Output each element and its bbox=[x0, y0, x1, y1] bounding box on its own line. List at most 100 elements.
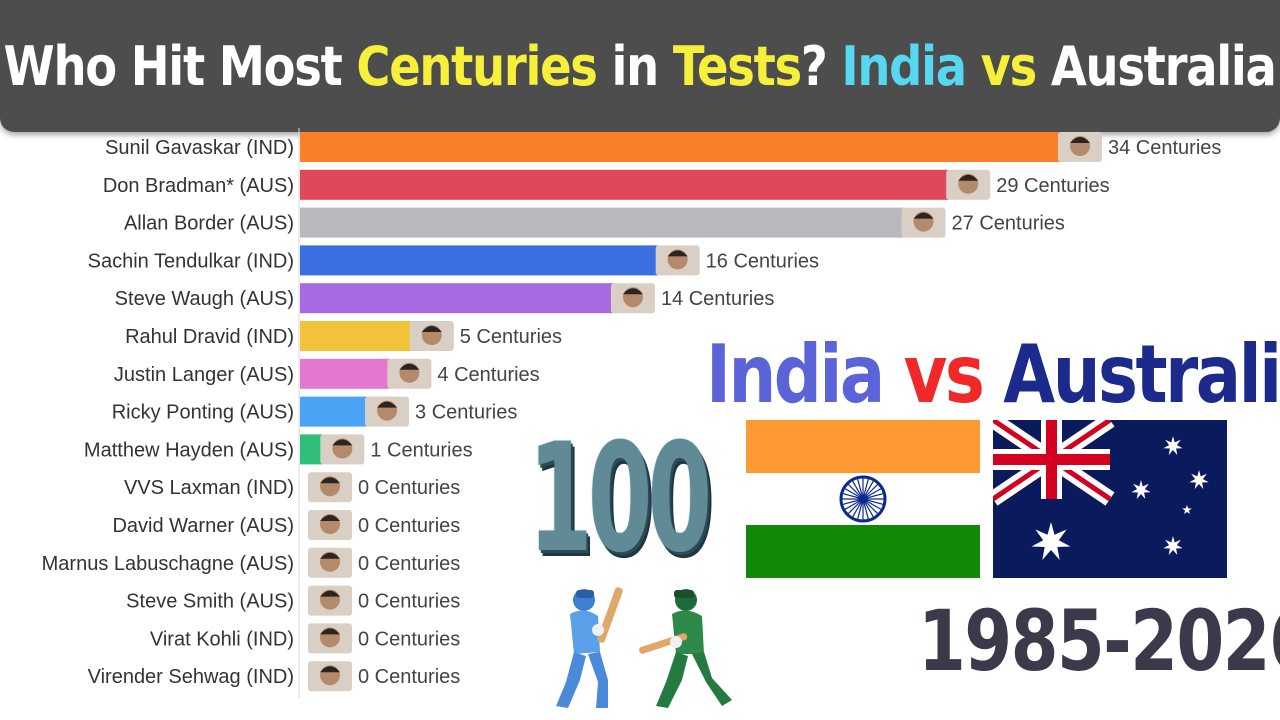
year-range: 1985-2026 bbox=[918, 592, 1280, 690]
value-label: 0 Centuries bbox=[358, 477, 460, 499]
player-hair-icon bbox=[1070, 137, 1090, 143]
player-hair-icon bbox=[913, 212, 934, 219]
category-label: Virender Sehwag (IND) bbox=[88, 666, 294, 688]
chakra-spoke bbox=[862, 498, 882, 511]
value-label: 4 Centuries bbox=[437, 364, 539, 386]
flag-star-icon bbox=[1131, 480, 1151, 499]
player-hair-icon bbox=[421, 326, 442, 332]
bar bbox=[300, 358, 390, 389]
title-bar: Who Hit Most Centuries in Tests? India v… bbox=[0, 0, 1280, 132]
category-label: Rahul Dravid (IND) bbox=[125, 326, 294, 348]
title-part-2: Centuries bbox=[356, 34, 599, 98]
chakra-spoke bbox=[862, 498, 879, 515]
chakra-spoke bbox=[862, 498, 884, 506]
player-hair-icon bbox=[377, 401, 398, 408]
chakra-spoke bbox=[862, 492, 884, 500]
category-label: Justin Langer (AUS) bbox=[114, 364, 294, 386]
bar bbox=[300, 245, 658, 276]
category-label: Allan Border (AUS) bbox=[124, 213, 294, 235]
player-hair-icon bbox=[320, 515, 340, 521]
australia-flag-icon bbox=[993, 420, 1227, 578]
chart-title: Who Hit Most Centuries in Tests? India v… bbox=[3, 34, 1277, 98]
bar bbox=[300, 321, 412, 351]
value-label: 0 Centuries bbox=[358, 553, 460, 575]
chakra-spoke bbox=[862, 478, 870, 500]
chakra-spoke bbox=[844, 498, 864, 511]
chakra-spoke bbox=[862, 498, 870, 520]
bar bbox=[300, 396, 368, 427]
player-hair-icon bbox=[320, 666, 340, 673]
india-flag-icon bbox=[746, 420, 980, 578]
title-part-6: India bbox=[841, 34, 968, 98]
title-part-8: Australia bbox=[1051, 34, 1277, 98]
heading-australia: Australia bbox=[1003, 328, 1280, 421]
value-label: 0 Centuries bbox=[358, 666, 460, 688]
player-hair-icon bbox=[320, 477, 340, 484]
india-vs-australia-heading: India vs Australia bbox=[706, 328, 1280, 421]
value-label: 1 Centuries bbox=[370, 439, 472, 461]
value-label: 27 Centuries bbox=[952, 213, 1065, 235]
title-part-7: vs bbox=[966, 34, 1052, 98]
category-label: Don Bradman* (AUS) bbox=[103, 175, 294, 197]
title-part-4: Tests bbox=[673, 34, 802, 98]
category-label: VVS Laxman (IND) bbox=[124, 477, 294, 499]
chakra-spoke bbox=[851, 498, 864, 518]
flag-star-icon bbox=[1163, 436, 1183, 455]
value-label: 3 Centuries bbox=[415, 402, 517, 424]
value-label: 0 Centuries bbox=[358, 515, 460, 537]
chakra-spoke bbox=[856, 498, 864, 520]
category-label: Steve Smith (AUS) bbox=[126, 591, 294, 613]
flag-star-icon bbox=[1031, 522, 1071, 560]
flag-star-icon bbox=[1163, 536, 1183, 555]
chakra-spoke bbox=[851, 480, 864, 500]
india-batsman-icon bbox=[556, 587, 623, 708]
category-label: Virat Kohli (IND) bbox=[150, 628, 294, 650]
bar bbox=[300, 434, 323, 465]
category-label: Sachin Tendulkar (IND) bbox=[88, 250, 294, 272]
heading-india: India bbox=[706, 328, 885, 421]
category-label: David Warner (AUS) bbox=[112, 515, 294, 537]
chakra-spoke bbox=[847, 483, 864, 500]
flag-star-icon bbox=[1182, 505, 1192, 514]
value-label: 5 Centuries bbox=[460, 326, 562, 348]
value-label: 0 Centuries bbox=[358, 591, 460, 613]
category-label: Marnus Labuschagne (AUS) bbox=[42, 553, 294, 575]
chakra-spoke bbox=[847, 498, 864, 515]
chakra-spoke bbox=[842, 498, 864, 506]
title-part-1: Who Hit Most bbox=[3, 34, 357, 98]
chakra-spoke bbox=[842, 492, 864, 500]
chakra-spoke bbox=[856, 478, 864, 500]
player-hair-icon bbox=[399, 363, 420, 370]
player-hair-icon bbox=[667, 250, 688, 257]
hundred-graphic: 100 bbox=[528, 412, 712, 586]
player-hair-icon bbox=[958, 174, 979, 181]
chakra-spoke bbox=[862, 487, 882, 500]
bar bbox=[300, 207, 904, 238]
category-label: Matthew Hayden (AUS) bbox=[84, 439, 294, 461]
title-part-3: in bbox=[597, 34, 674, 98]
player-hair-icon bbox=[320, 590, 340, 597]
player-hair-icon bbox=[332, 439, 353, 446]
batsmen-illustration bbox=[556, 587, 732, 708]
player-hair-icon bbox=[622, 288, 643, 295]
chakra-spoke bbox=[862, 498, 875, 518]
value-label: 0 Centuries bbox=[358, 628, 460, 650]
chakra-spoke bbox=[862, 483, 879, 500]
category-label: Ricky Ponting (AUS) bbox=[112, 402, 294, 424]
bar bbox=[300, 132, 1060, 162]
bar bbox=[300, 283, 613, 314]
chakra-spoke bbox=[862, 480, 875, 500]
value-label: 14 Centuries bbox=[661, 288, 774, 310]
heading-vs: vs bbox=[882, 328, 1004, 421]
bar bbox=[300, 169, 949, 200]
player-hair-icon bbox=[320, 628, 340, 635]
value-label: 34 Centuries bbox=[1108, 137, 1221, 159]
player-hair-icon bbox=[320, 552, 340, 559]
category-label: Sunil Gavaskar (IND) bbox=[105, 137, 294, 159]
value-label: 29 Centuries bbox=[996, 175, 1109, 197]
title-part-5: ? bbox=[801, 34, 842, 98]
chakra-spoke bbox=[844, 487, 864, 500]
bar-chart: Sunil Gavaskar (IND) 34 Centuries Don Brad… bbox=[42, 128, 1221, 698]
australia-batsman-icon bbox=[639, 589, 732, 708]
category-label: Steve Waugh (AUS) bbox=[115, 288, 294, 310]
